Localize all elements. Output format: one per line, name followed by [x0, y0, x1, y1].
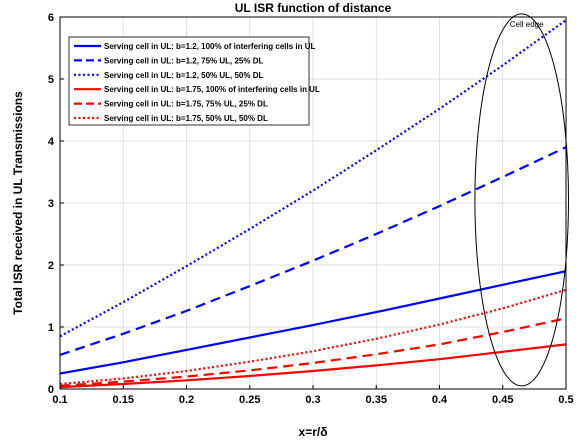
series-line-6 — [59, 288, 567, 386]
legend-entry-1: Serving cell in UL: b=1.2, 100% of inter… — [104, 42, 316, 51]
series-line-1 — [59, 270, 567, 375]
legend-entry-3: Serving cell in UL: b=1.2, 50% UL, 50% D… — [104, 71, 263, 80]
cell-edge-label: Cell edge — [510, 20, 544, 29]
x-tick-label: 0.4 — [432, 394, 448, 406]
legend-entry-5: Serving cell in UL: b=1.75, 75% UL, 25% … — [104, 100, 268, 109]
y-tick-label: 4 — [48, 136, 55, 148]
legend-entry-4: Serving cell in UL: b=1.75, 100% of inte… — [104, 85, 320, 94]
legend: Serving cell in UL: b=1.2, 100% of inter… — [68, 36, 320, 126]
x-axis-label: x=r/δ — [299, 425, 328, 439]
axis-ticks: 0.1 0.15 0.2 0.25 0.3 0.35 0.4 0.45 0.5 0 1 2 3 4 5 6 — [48, 12, 574, 406]
legend-entry-2: Serving cell in UL: b=1.2, 75% UL, 25% D… — [104, 56, 263, 65]
y-tick-label: 6 — [48, 12, 54, 24]
x-tick-label: 0.15 — [113, 394, 134, 406]
x-tick-label: 0.2 — [179, 394, 194, 406]
x-tick-label: 0.5 — [558, 394, 573, 406]
y-tick-label: 2 — [48, 260, 54, 272]
y-tick-label: 0 — [48, 384, 54, 396]
legend-entry-6: Serving cell in UL: b=1.75, 50% UL, 50% … — [104, 114, 268, 123]
y-tick-label: 5 — [48, 74, 54, 86]
series-line-4 — [59, 343, 567, 389]
series-line-2 — [59, 146, 567, 356]
x-tick-label: 0.3 — [305, 394, 320, 406]
y-axis-label: Total ISR received in UL Transmissions — [11, 91, 25, 315]
x-tick-label: 0.1 — [52, 394, 67, 406]
series-line-5 — [59, 317, 567, 387]
cell-edge-ellipse — [474, 13, 570, 387]
chart-title: UL ISR function of distance — [235, 1, 392, 15]
y-tick-label: 3 — [48, 198, 54, 210]
cell-edge-annotation: Cell edge — [474, 13, 570, 387]
series-lines — [59, 19, 567, 389]
series-line-3 — [59, 19, 567, 338]
y-tick-label: 1 — [48, 322, 54, 334]
x-tick-label: 0.45 — [492, 394, 513, 406]
x-tick-label: 0.25 — [239, 394, 260, 406]
legend-box — [68, 36, 310, 126]
x-tick-label: 0.35 — [366, 394, 387, 406]
